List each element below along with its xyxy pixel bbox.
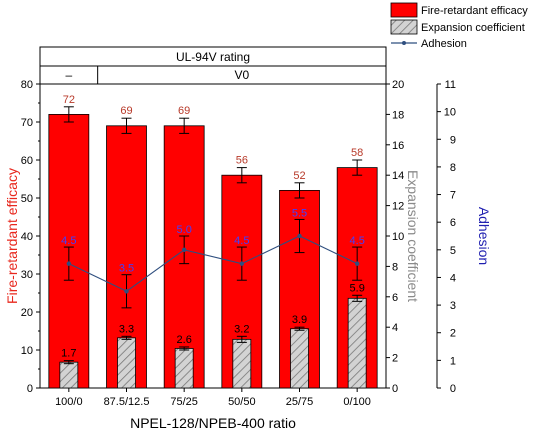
- y3-tick-label: 4: [450, 272, 456, 284]
- y3-tick-label: 8: [450, 162, 456, 174]
- y2-tick-label: 16: [392, 140, 404, 152]
- y2-tick-label: 14: [392, 170, 404, 182]
- fire-retardant-value-label: 69: [120, 105, 132, 117]
- adhesion-point: [181, 247, 187, 253]
- expansion-value-label: 5.9: [350, 282, 365, 294]
- y2-tick-label: 6: [392, 292, 398, 304]
- adhesion-value-label: 3.5: [119, 263, 134, 275]
- x-tick-label: 75/25: [170, 396, 198, 408]
- x-axis-title: NPEL-128/NPEB-400 ratio: [130, 415, 296, 431]
- adhesion-series: [63, 218, 363, 309]
- legend-label-fire: Fire-retardant efficacy: [421, 5, 528, 17]
- y2-tick-label: 8: [392, 261, 398, 273]
- expansion-value-label: 1.7: [61, 348, 76, 360]
- expansion-bar: [290, 328, 309, 389]
- y-tick-label: 30: [21, 269, 33, 281]
- legend-swatch-expansion: [390, 19, 418, 35]
- expansion-bars: [59, 294, 367, 389]
- legend-label-expansion: Expansion coefficient: [421, 22, 525, 34]
- expansion-value-label: 3.9: [292, 314, 307, 326]
- y-axis-title: Fire-retardant efficacy: [4, 168, 20, 304]
- y3-tick-label: 2: [450, 328, 456, 340]
- plot-frame: [39, 83, 387, 389]
- expansion-bar: [174, 348, 194, 389]
- y2-tick-label: 12: [392, 201, 404, 213]
- legend-label-adhesion: Adhesion: [421, 38, 467, 50]
- adhesion-point: [66, 261, 72, 266]
- y-tick-label: 40: [21, 231, 33, 243]
- adhesion-value-label: 5.0: [177, 224, 192, 236]
- y2-tick-label: 18: [392, 109, 404, 121]
- data-labels: 72 69 69 56 52 58 1.7 3.3 2.6 3.2 3.9 5.9 4.5 3.5 5.0 4…: [61, 94, 365, 360]
- y2-axis-title: Expansion coefficient: [405, 170, 421, 302]
- expansion-bar: [347, 297, 367, 389]
- y-tick-label: 10: [21, 345, 33, 357]
- adhesion-axis: 0 1 2 3 4 5 6 7 8 9 10 11: [436, 79, 456, 395]
- fire-retardant-bars: [48, 106, 378, 389]
- y3-tick-label: 5: [450, 245, 456, 257]
- adhesion-point: [354, 261, 360, 266]
- expansion-bar: [59, 361, 79, 389]
- x-tick-label: 100/0: [55, 396, 83, 408]
- adhesion-point: [297, 233, 302, 239]
- expansion-value-label: 2.6: [177, 334, 192, 346]
- rating-header: UL-94V rating: [176, 50, 250, 64]
- y3-tick-label: 1: [450, 355, 456, 367]
- x-tick-label: 0/100: [343, 396, 371, 408]
- y3-tick-label: 9: [450, 134, 456, 146]
- expansion-value-label: 3.2: [234, 323, 249, 335]
- y2-tick-label: 20: [392, 79, 404, 91]
- y-tick-label: 20: [21, 307, 33, 319]
- y-tick-label: 70: [21, 117, 33, 129]
- x-tick-label: 25/75: [286, 396, 314, 408]
- y-tick-label: 80: [21, 79, 33, 91]
- expansion-bar: [117, 337, 136, 389]
- y3-tick-label: 3: [450, 300, 456, 312]
- adhesion-value-label: 4.5: [350, 235, 365, 247]
- y3-tick-label: 7: [450, 190, 456, 202]
- rating-cell-label: V0: [234, 68, 249, 82]
- adhesion-line: [68, 235, 358, 292]
- y2-tick-label: 2: [392, 353, 398, 365]
- legend-swatch-fire: [390, 2, 418, 18]
- left-axis: 0 10 20 30 40 50 60 70 80: [21, 79, 40, 395]
- y3-axis-title: Adhesion: [476, 207, 492, 265]
- legend-marker-adhesion: [402, 41, 406, 45]
- x-tick-label: 87.5/12.5: [104, 396, 150, 408]
- y-tick-label: 50: [21, 193, 33, 205]
- adhesion-value-label: 5.5: [292, 207, 307, 219]
- x-axis: 100/0 87.5/12.5 75/25 50/50 25/75 0/100: [55, 388, 371, 408]
- y3-tick-label: 6: [450, 217, 456, 229]
- y2-tick-label: 10: [392, 231, 404, 243]
- expansion-axis: 0 2 4 6 8 10 12 14 16 18 20: [386, 79, 404, 395]
- x-tick-label: 50/50: [228, 396, 256, 408]
- expansion-value-label: 3.3: [119, 323, 134, 335]
- adhesion-point: [239, 261, 245, 266]
- fire-retardant-value-label: 58: [351, 147, 363, 159]
- rating-cell-label: –: [65, 68, 72, 82]
- y3-tick-label: 10: [444, 107, 456, 119]
- adhesion-point: [124, 289, 129, 294]
- fire-retardant-value-label: 52: [293, 170, 305, 182]
- y-tick-label: 60: [21, 155, 33, 167]
- adhesion-value-label: 4.5: [61, 235, 76, 247]
- fire-retardant-value-label: 56: [236, 155, 248, 167]
- y2-tick-label: 4: [392, 322, 398, 334]
- legend: Fire-retardant efficacy Expansion coeffi…: [390, 2, 528, 50]
- fire-retardant-value-label: 69: [178, 105, 190, 117]
- y2-tick-label: 0: [392, 383, 398, 395]
- rating-row-box: [39, 65, 387, 85]
- y-tick-label: 0: [27, 383, 33, 395]
- y3-tick-label: 11: [445, 79, 456, 91]
- fire-retardant-value-label: 72: [63, 94, 75, 106]
- y3-tick-label: 0: [450, 383, 456, 395]
- expansion-bar: [232, 338, 252, 389]
- adhesion-value-label: 4.5: [234, 235, 249, 247]
- rating-cells: – V0: [65, 66, 249, 84]
